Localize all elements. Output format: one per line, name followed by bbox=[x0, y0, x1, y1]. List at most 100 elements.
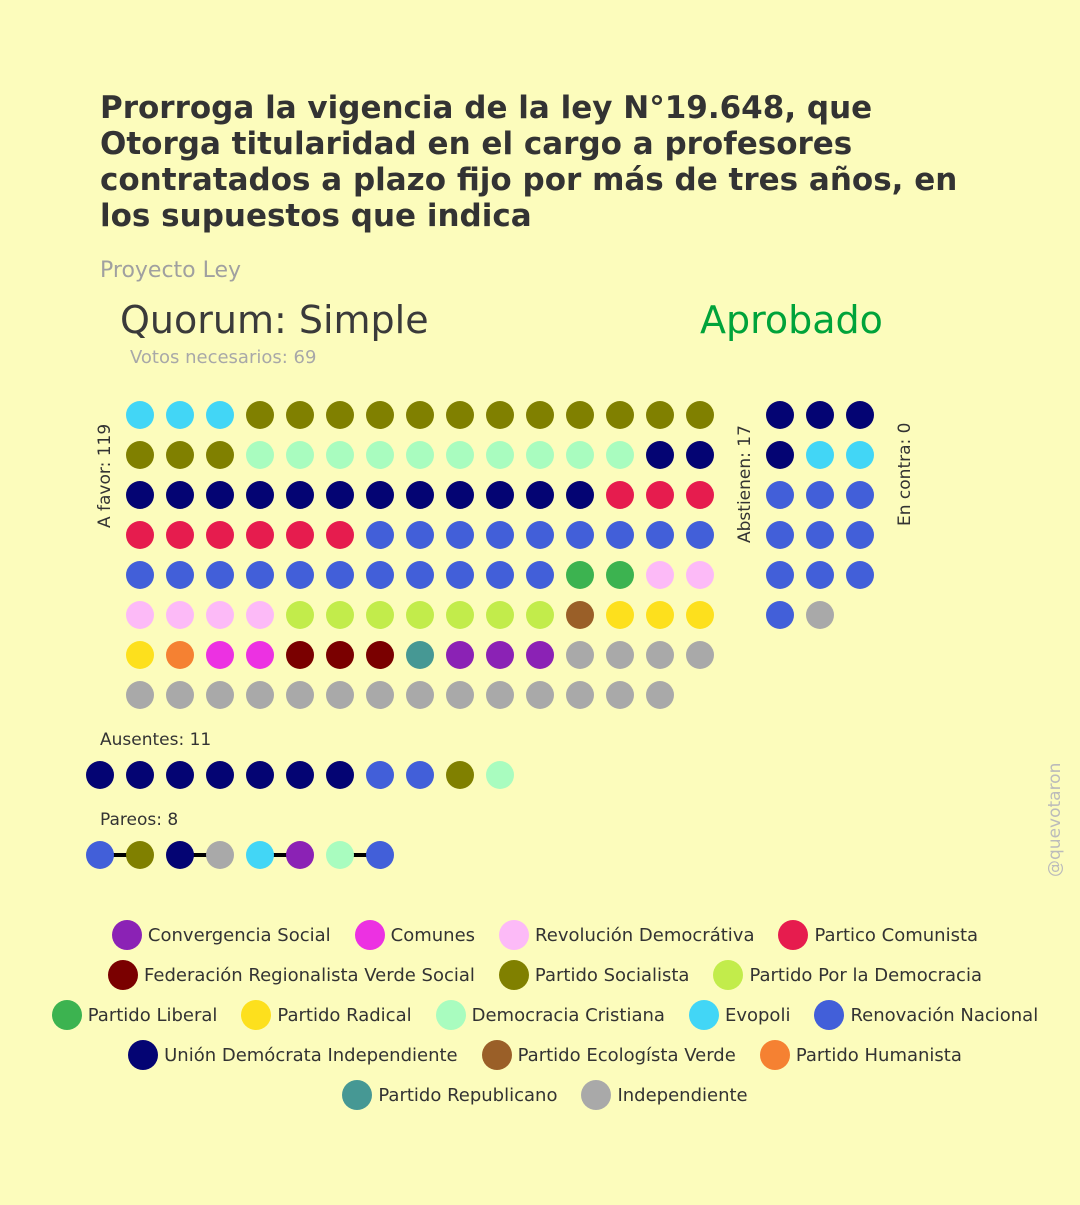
a-favor-dot-56 bbox=[526, 521, 554, 549]
abstienen-dot-16 bbox=[766, 601, 794, 629]
a-favor-dot-90 bbox=[686, 601, 714, 629]
legend-row: Unión Demócrata Independiente Partido Eco… bbox=[30, 1035, 1060, 1075]
a-favor-dot-24 bbox=[446, 441, 474, 469]
a-favor-dot-61 bbox=[126, 561, 154, 589]
legend-item: Partido Ecologísta Verde bbox=[481, 1040, 736, 1070]
a-favor-dot-70 bbox=[486, 561, 514, 589]
a-favor-dot-91 bbox=[126, 641, 154, 669]
a-favor-dot-96 bbox=[326, 641, 354, 669]
a-favor-dot-5 bbox=[286, 401, 314, 429]
legend-item: Partido Humanista bbox=[759, 1040, 962, 1070]
legend-swatch bbox=[481, 1040, 512, 1070]
a-favor-dot-62 bbox=[166, 561, 194, 589]
a-favor-dot-7 bbox=[366, 401, 394, 429]
abstienen-dot-10 bbox=[766, 521, 794, 549]
a-favor-dot-64 bbox=[246, 561, 274, 589]
a-favor-dot-21 bbox=[326, 441, 354, 469]
legend-item: Partido Socialista bbox=[498, 960, 689, 990]
legend-label: Partido Por la Democracia bbox=[749, 964, 982, 986]
a-favor-dot-59 bbox=[646, 521, 674, 549]
a-favor-dot-57 bbox=[566, 521, 594, 549]
ausentes-dot-7 bbox=[326, 761, 354, 789]
a-favor-dot-54 bbox=[446, 521, 474, 549]
ausentes-dot-6 bbox=[286, 761, 314, 789]
legend-label: Independiente bbox=[617, 1084, 748, 1106]
legend-label: Renovación Nacional bbox=[850, 1004, 1039, 1026]
legend-swatch bbox=[759, 1040, 790, 1070]
legend-item: Democracia Cristiana bbox=[435, 1000, 665, 1030]
votes-needed-label: Votos necesarios: 69 bbox=[130, 347, 317, 368]
a-favor-dot-51 bbox=[326, 521, 354, 549]
a-favor-dot-35 bbox=[286, 481, 314, 509]
a-favor-dot-117 bbox=[566, 681, 594, 709]
a-favor-dot-93 bbox=[206, 641, 234, 669]
legend-swatch bbox=[51, 1000, 82, 1030]
a-favor-dot-63 bbox=[206, 561, 234, 589]
abstienen-dot-1 bbox=[766, 401, 794, 429]
a-favor-dot-3 bbox=[206, 401, 234, 429]
a-favor-dot-95 bbox=[286, 641, 314, 669]
legend-swatch bbox=[354, 920, 385, 950]
pareo-dot-7 bbox=[326, 841, 354, 869]
a-favor-dot-25 bbox=[486, 441, 514, 469]
a-favor-dot-115 bbox=[486, 681, 514, 709]
a-favor-dot-58 bbox=[606, 521, 634, 549]
abstienen-dot-8 bbox=[806, 481, 834, 509]
legend-item: Unión Demócrata Independiente bbox=[128, 1040, 458, 1070]
a-favor-dot-75 bbox=[686, 561, 714, 589]
legend-item: Partido Radical bbox=[241, 1000, 412, 1030]
chart-title: Prorroga la vigencia de la ley N°19.648,… bbox=[100, 90, 958, 234]
a-favor-dot-48 bbox=[206, 521, 234, 549]
a-favor-dot-60 bbox=[686, 521, 714, 549]
a-favor-dot-43 bbox=[606, 481, 634, 509]
a-favor-dot-30 bbox=[686, 441, 714, 469]
ausentes-label: Ausentes: 11 bbox=[100, 730, 212, 750]
legend-swatch bbox=[241, 1000, 272, 1030]
a-favor-dot-31 bbox=[126, 481, 154, 509]
abstienen-dot-4 bbox=[766, 441, 794, 469]
a-favor-dot-45 bbox=[686, 481, 714, 509]
a-favor-dot-50 bbox=[286, 521, 314, 549]
pareo-dot-8 bbox=[366, 841, 394, 869]
legend-item: Convergencia Social bbox=[111, 920, 331, 950]
legend-label: Partido Republicano bbox=[378, 1084, 558, 1106]
a-favor-dot-16 bbox=[126, 441, 154, 469]
a-favor-dot-39 bbox=[446, 481, 474, 509]
legend-swatch bbox=[499, 920, 530, 950]
ausentes-dot-11 bbox=[486, 761, 514, 789]
a-favor-dot-69 bbox=[446, 561, 474, 589]
a-favor-dot-88 bbox=[606, 601, 634, 629]
legend-item: Partido Republicano bbox=[342, 1080, 557, 1110]
a-favor-dot-97 bbox=[366, 641, 394, 669]
a-favor-dot-47 bbox=[166, 521, 194, 549]
legend-swatch bbox=[688, 1000, 719, 1030]
legend-label: Partido Humanista bbox=[795, 1044, 962, 1066]
legend-label: Unión Demócrata Independiente bbox=[164, 1044, 458, 1066]
legend-row: Convergencia Social Comunes Revolución Dem… bbox=[30, 915, 1060, 955]
a-favor-dot-36 bbox=[326, 481, 354, 509]
legend-item: Partido Liberal bbox=[51, 1000, 218, 1030]
legend-swatch bbox=[778, 920, 809, 950]
a-favor-dot-92 bbox=[166, 641, 194, 669]
pareos-label: Pareos: 8 bbox=[100, 810, 179, 830]
a-favor-dot-78 bbox=[206, 601, 234, 629]
ausentes-dot-9 bbox=[406, 761, 434, 789]
a-favor-dot-22 bbox=[366, 441, 394, 469]
a-favor-dot-98 bbox=[406, 641, 434, 669]
a-favor-dot-13 bbox=[606, 401, 634, 429]
abstienen-dot-9 bbox=[846, 481, 874, 509]
a-favor-dot-38 bbox=[406, 481, 434, 509]
a-favor-dot-20 bbox=[286, 441, 314, 469]
abstienen-dot-2 bbox=[806, 401, 834, 429]
ausentes-dot-3 bbox=[166, 761, 194, 789]
a-favor-dot-72 bbox=[566, 561, 594, 589]
a-favor-dot-74 bbox=[646, 561, 674, 589]
a-favor-dot-84 bbox=[446, 601, 474, 629]
a-favor-dot-80 bbox=[286, 601, 314, 629]
ausentes-dot-2 bbox=[126, 761, 154, 789]
a-favor-dot-83 bbox=[406, 601, 434, 629]
legend-item: Independiente bbox=[581, 1080, 748, 1110]
a-favor-dot-94 bbox=[246, 641, 274, 669]
a-favor-dot-109 bbox=[246, 681, 274, 709]
legend-label: Partido Liberal bbox=[87, 1004, 218, 1026]
